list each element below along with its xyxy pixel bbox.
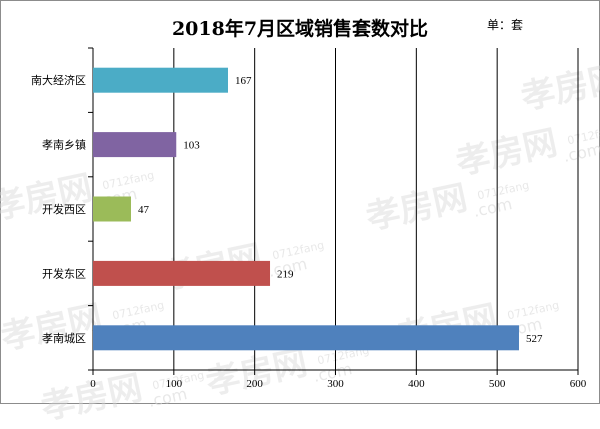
bar-chart: 0 100 200 300 400 500 600 南大经济区 167 孝南乡镇 103 开发西区 47… bbox=[31, 47, 587, 390]
data-label: 167 bbox=[235, 75, 252, 87]
bar bbox=[93, 260, 271, 286]
bar bbox=[93, 325, 519, 351]
x-tick-label: 500 bbox=[489, 378, 506, 390]
category-label: 南大经济区 bbox=[31, 73, 86, 87]
x-tick-label: 400 bbox=[408, 378, 425, 390]
bar bbox=[93, 196, 131, 222]
x-tick-label: 600 bbox=[570, 378, 587, 390]
data-label: 527 bbox=[526, 333, 543, 345]
category-label: 开发西区 bbox=[42, 202, 86, 216]
x-tick-label: 0 bbox=[90, 378, 96, 390]
unit-note: 单：套 bbox=[487, 18, 524, 32]
category-label: 开发东区 bbox=[42, 266, 86, 280]
data-label: 103 bbox=[183, 140, 200, 152]
chart-title: 2018年7月区域销售套数对比 bbox=[171, 18, 429, 40]
x-tick-label: 300 bbox=[327, 378, 344, 390]
x-tick-label: 200 bbox=[246, 378, 263, 390]
category-label: 孝南城区 bbox=[42, 332, 86, 345]
bar bbox=[93, 132, 177, 158]
data-label: 219 bbox=[277, 268, 294, 280]
category-label: 孝南乡镇 bbox=[42, 138, 86, 152]
bar bbox=[93, 67, 228, 93]
x-tick-label: 100 bbox=[166, 378, 183, 390]
data-label: 47 bbox=[138, 204, 150, 216]
